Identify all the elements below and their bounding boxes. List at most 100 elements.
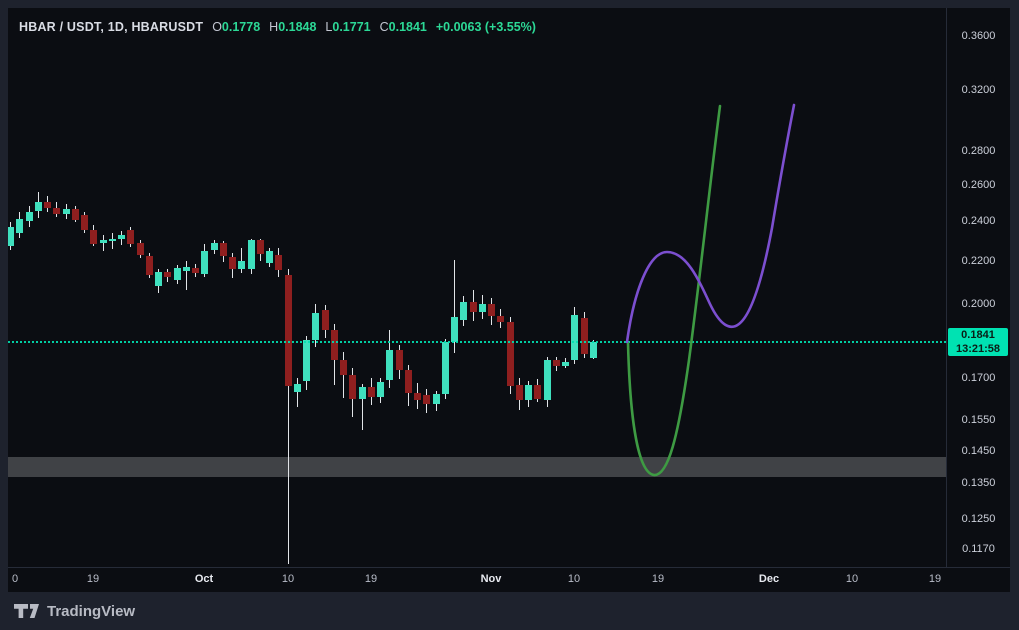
candle bbox=[137, 243, 144, 255]
candle bbox=[534, 385, 541, 399]
candle bbox=[174, 268, 181, 280]
candle bbox=[331, 330, 338, 360]
candle bbox=[553, 360, 560, 366]
ohlc-header: HBAR / USDT, 1D, HBARUSDT O0.1778 H0.1848 L… bbox=[19, 20, 536, 34]
symbol-title[interactable]: HBAR / USDT, 1D, HBARUSDT bbox=[19, 20, 204, 34]
candle-wick bbox=[241, 248, 242, 273]
bar-countdown: 13:21:58 bbox=[955, 343, 1001, 355]
tradingview-logo[interactable] bbox=[14, 604, 39, 618]
change-readout: +0.0063 (+3.55%) bbox=[435, 20, 536, 34]
candle-wick bbox=[297, 378, 298, 407]
candle bbox=[460, 302, 467, 320]
candle-wick bbox=[186, 261, 187, 290]
price-tick-label: 0.3200 bbox=[961, 84, 996, 96]
candle bbox=[63, 209, 70, 214]
last-price-label: 0.1841 13:21:58 bbox=[948, 328, 1008, 356]
candle bbox=[285, 275, 292, 386]
time-tick-label: 10 bbox=[281, 573, 295, 585]
candle bbox=[562, 362, 569, 366]
time-tick-label: 19 bbox=[928, 573, 942, 585]
candle bbox=[340, 360, 347, 375]
ohlc-value: 0.1778 bbox=[221, 20, 261, 34]
time-tick-label: 19 bbox=[651, 573, 665, 585]
price-tick-label: 0.1700 bbox=[961, 372, 996, 384]
candle bbox=[44, 202, 51, 208]
candle-wick bbox=[362, 384, 363, 430]
tradingview-brand: TradingView bbox=[47, 602, 136, 620]
candle bbox=[497, 316, 504, 322]
candle bbox=[479, 304, 486, 312]
purple-s-recovery-curve[interactable] bbox=[625, 103, 796, 344]
candle bbox=[516, 385, 523, 400]
candle bbox=[183, 267, 190, 271]
candle-wick bbox=[112, 233, 113, 249]
candle bbox=[8, 227, 14, 246]
candle bbox=[294, 384, 301, 392]
candle bbox=[488, 304, 495, 316]
price-tick-label: 0.2600 bbox=[961, 179, 996, 191]
candle bbox=[53, 208, 60, 214]
price-tick-label: 0.2000 bbox=[961, 298, 996, 310]
support-zone[interactable] bbox=[8, 457, 946, 477]
candle bbox=[26, 212, 33, 221]
ohlc-value: 0.1771 bbox=[332, 20, 371, 34]
price-tick-label: 0.2800 bbox=[961, 145, 996, 157]
candle bbox=[442, 342, 449, 394]
candle bbox=[359, 387, 366, 399]
candle bbox=[349, 375, 356, 399]
candle bbox=[238, 261, 245, 269]
ohlc-key: O bbox=[212, 20, 222, 34]
candle bbox=[16, 219, 23, 233]
last-price-value: 0.1841 bbox=[961, 329, 995, 341]
candle bbox=[192, 268, 199, 273]
price-axis[interactable]: 0.1841 13:21:58 0.3600 0.3200 0.2800 0.2600… bbox=[947, 8, 1010, 567]
price-tick-label: 0.1550 bbox=[961, 414, 996, 426]
time-tick-label: Nov bbox=[480, 573, 502, 585]
candle bbox=[322, 310, 329, 330]
price-tick-label: 0.1450 bbox=[961, 445, 996, 457]
ohlc-key: L bbox=[325, 20, 333, 34]
candle bbox=[266, 251, 273, 263]
candle bbox=[312, 313, 319, 340]
candle bbox=[423, 395, 430, 404]
axis-separator bbox=[946, 8, 947, 567]
candle bbox=[303, 340, 310, 381]
price-tick-label: 0.2200 bbox=[961, 255, 996, 267]
candle bbox=[109, 239, 116, 241]
candle bbox=[35, 202, 42, 211]
candle bbox=[90, 230, 97, 244]
time-tick-label: Dec bbox=[758, 573, 780, 585]
ohlc-value: 0.1848 bbox=[278, 20, 317, 34]
candle bbox=[257, 240, 264, 254]
price-tick-label: 0.3600 bbox=[961, 30, 996, 42]
time-tick-label: Oct bbox=[194, 573, 214, 585]
candle bbox=[405, 370, 412, 393]
projection-curves-layer[interactable] bbox=[8, 8, 946, 566]
candle bbox=[368, 387, 375, 397]
candle-wick bbox=[103, 235, 104, 251]
green-v-recovery-curve[interactable] bbox=[626, 104, 722, 477]
ohlc-key: C bbox=[379, 20, 389, 34]
price-tick-label: 0.1170 bbox=[962, 543, 995, 555]
time-tick-label: 19 bbox=[86, 573, 100, 585]
price-tick-label: 0.1250 bbox=[961, 513, 996, 525]
candle-wick bbox=[343, 352, 344, 398]
time-tick-label: 0 bbox=[11, 573, 19, 585]
tradingview-logo-icon bbox=[14, 604, 39, 618]
candle bbox=[507, 322, 514, 386]
candle-wick bbox=[454, 260, 455, 353]
price-tick-label: 0.1350 bbox=[961, 477, 996, 489]
candle bbox=[211, 243, 218, 250]
plot-area[interactable]: HBAR / USDT, 1D, HBARUSDT O0.1778 H0.1848 L… bbox=[8, 8, 946, 566]
candle bbox=[118, 235, 125, 239]
candle bbox=[451, 317, 458, 342]
last-price-line bbox=[8, 341, 946, 343]
candle bbox=[164, 272, 171, 277]
ohlc-key: H bbox=[269, 20, 279, 34]
candle bbox=[127, 230, 134, 244]
candle bbox=[396, 350, 403, 370]
candle bbox=[248, 240, 255, 269]
candle bbox=[571, 315, 578, 360]
time-axis[interactable]: 0 19 Oct 10 19 Nov 10 19 Dec 10 19 bbox=[8, 567, 1010, 593]
